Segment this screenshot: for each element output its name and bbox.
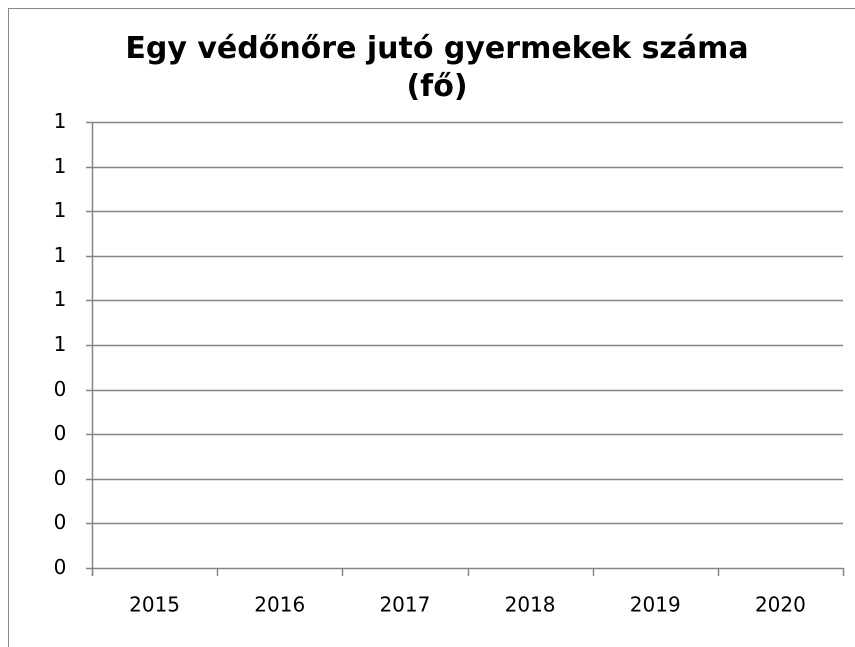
y-tick-label: 1 — [54, 243, 67, 267]
x-tick-label: 2017 — [379, 593, 430, 617]
y-tick-label: 1 — [54, 109, 67, 133]
x-tick-label: 2016 — [254, 593, 305, 617]
y-tick-label: 0 — [54, 510, 67, 534]
y-tick-label: 0 — [54, 377, 67, 401]
y-tick-label: 0 — [54, 555, 67, 579]
y-tick-label: 1 — [54, 154, 67, 178]
x-tick-label: 2019 — [630, 593, 681, 617]
y-tick-label: 0 — [54, 466, 67, 490]
y-tick-label: 1 — [54, 198, 67, 222]
y-tick-label: 0 — [54, 421, 67, 445]
x-tick-label: 2020 — [755, 593, 806, 617]
y-tick-label: 1 — [54, 332, 67, 356]
x-tick-label: 2018 — [505, 593, 556, 617]
x-tick-label: 2015 — [129, 593, 180, 617]
y-tick-label: 1 — [54, 287, 67, 311]
chart-title: Egy védőnőre jutó gyermekek száma (fő) — [125, 31, 749, 104]
